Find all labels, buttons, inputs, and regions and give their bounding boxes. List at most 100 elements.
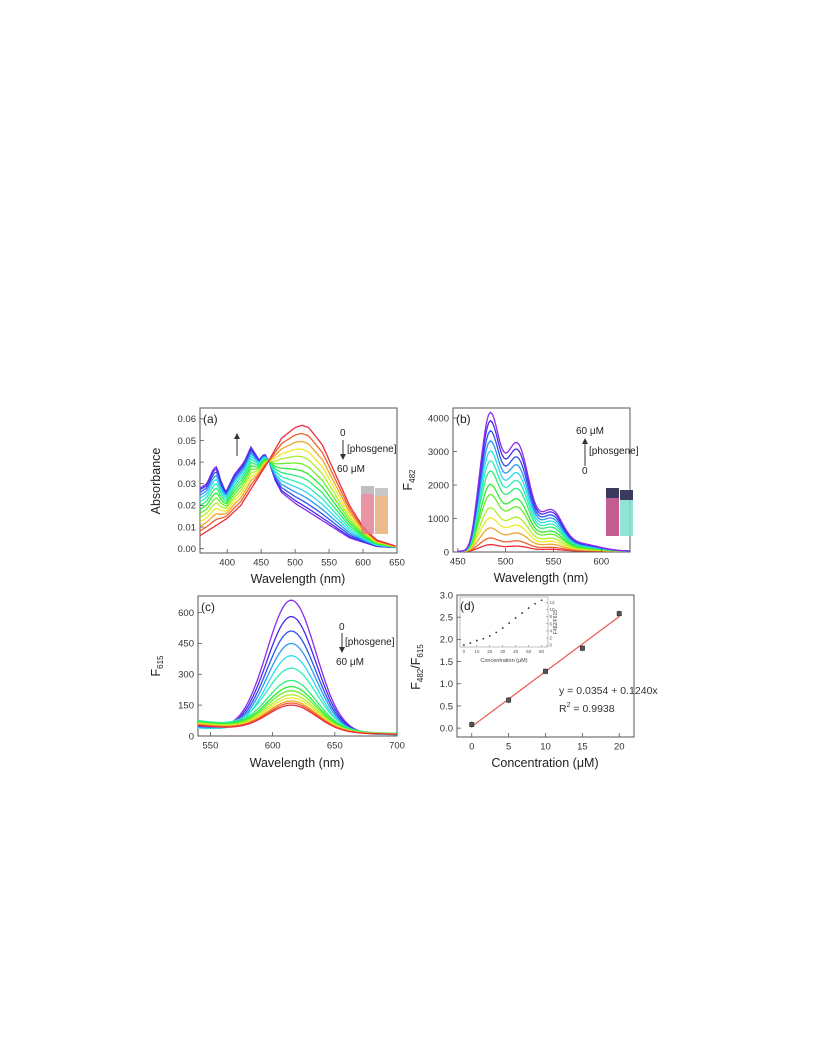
panel-b-x-axis-label: Wavelength (nm) — [494, 571, 589, 585]
vial-right-cap — [620, 490, 633, 500]
inset-y-tick-label: 0 — [550, 643, 553, 648]
x-tick-label: 600 — [355, 558, 371, 569]
inset-y-tick-label: 12 — [550, 600, 556, 605]
fluorescence-series-line — [457, 411, 631, 552]
inset-data-point — [514, 617, 517, 619]
panel-a-x-axis-label: Wavelength (nm) — [251, 572, 346, 586]
inset-data-point — [469, 642, 472, 644]
inset-y-axis-label: F482/F615 — [553, 610, 559, 634]
f615-series-line — [197, 642, 398, 736]
y-tick-label: 4000 — [428, 413, 449, 424]
svg-text:F482: F482 — [401, 469, 417, 491]
panel-c: 550 600 650 700 0 150 300 450 600 (c) Wavelengt… — [149, 595, 405, 770]
panel-b-vials-inset — [606, 488, 633, 536]
panel-c-y-label-main: F — [149, 669, 163, 677]
y-tick-label: 2000 — [428, 480, 449, 491]
inset-x-tick-label: 40 — [513, 649, 519, 654]
panel-d-y-axis-label: F482/F615 — [409, 644, 425, 690]
panel-c-curves — [197, 599, 398, 736]
panel-a-annotation-top: 0 — [340, 428, 346, 439]
panel-d-x-axis-label: Concentration (μM) — [491, 756, 598, 770]
panel-b-y-axis-label: F482 — [401, 469, 417, 491]
panel-d-y-label-mid: /F — [409, 657, 423, 668]
inset-data-point — [482, 637, 485, 640]
inset-x-ticks: 0 10 20 30 40 50 60 — [463, 645, 545, 654]
y-tick-label: 1000 — [428, 514, 449, 525]
y-tick-label: 3.0 — [440, 590, 453, 601]
x-tick-label: 650 — [327, 741, 343, 752]
x-tick-label: 10 — [540, 742, 551, 753]
vial-left — [606, 488, 619, 536]
y-tick-label: 0 — [444, 547, 449, 558]
x-tick-label: 15 — [577, 742, 588, 753]
f615-series-line — [197, 702, 397, 735]
inset-y-ticks: 0 2 4 6 8 10 12 — [546, 600, 555, 648]
panel-b-y-label-main: F — [401, 483, 415, 491]
panel-c-frame — [197, 595, 398, 737]
panel-c-label: (c) — [201, 600, 215, 614]
data-point — [506, 697, 512, 703]
panel-a-y-axis-label: Absorbance — [149, 448, 163, 515]
inset-data-point — [527, 607, 530, 609]
x-tick-label: 400 — [219, 558, 235, 569]
panel-c-y-ticks: 0 150 300 450 600 — [178, 608, 202, 742]
y-tick-label: 3000 — [428, 447, 449, 458]
inset-data-point — [540, 599, 543, 602]
panel-b-annotation-reagent: [phosgene] — [589, 446, 639, 457]
inset-frame — [459, 596, 549, 648]
panel-c-annotation-bottom: 60 μM — [336, 657, 364, 668]
panel-b-frame — [452, 407, 631, 553]
panel-a-vials-inset — [361, 486, 388, 534]
y-tick-label: 0.04 — [178, 457, 197, 468]
y-tick-label: 2.0 — [440, 635, 453, 646]
panel-c-x-axis-label: Wavelength (nm) — [250, 756, 345, 770]
absorbance-series-line — [199, 447, 396, 549]
inset-data-point — [521, 612, 524, 614]
panel-c-annotation-top: 0 — [339, 622, 345, 633]
x-tick-label: 550 — [203, 741, 219, 752]
panel-b-y-label-sub: 482 — [408, 469, 417, 483]
panel-d-label: (d) — [460, 599, 475, 613]
inset-y-tick-label: 10 — [550, 607, 556, 612]
panel-d-x-ticks: 0 5 10 15 20 — [469, 733, 625, 753]
y-tick-label: 600 — [178, 608, 194, 619]
y-tick-label: 150 — [178, 700, 194, 711]
x-tick-label: 0 — [469, 742, 474, 753]
absorbance-series-line — [199, 455, 396, 548]
y-tick-label: 0 — [189, 731, 194, 742]
inset-data-point — [501, 627, 504, 629]
inset-data-point — [475, 639, 478, 642]
y-tick-label: 0.00 — [178, 544, 197, 555]
panel-b-label: (b) — [456, 412, 471, 426]
panel-a-label: (a) — [203, 412, 218, 426]
panel-c-annotation-reagent: [phosgene] — [345, 637, 395, 648]
y-tick-label: 1.0 — [440, 679, 453, 690]
y-tick-label: 2.5 — [440, 613, 453, 624]
inset-y-tick-label: 4 — [550, 628, 553, 633]
panel-d-r2-prefix: R — [559, 703, 567, 715]
x-tick-label: 500 — [498, 557, 514, 568]
x-tick-label: 600 — [265, 741, 281, 752]
y-tick-label: 0.5 — [440, 701, 453, 712]
panel-d-y-label-sub2: 615 — [416, 644, 425, 658]
vial-right-cap — [375, 488, 388, 496]
y-tick-label: 0.06 — [178, 414, 197, 425]
inset-x-tick-label: 20 — [487, 649, 493, 654]
inset-data-point — [495, 631, 498, 634]
panel-d: 0 5 10 15 20 0.00.51.01.52.02.53.0 (d) Conce… — [409, 590, 658, 770]
panel-c-y-label-sub: 615 — [156, 655, 165, 669]
vial-left — [361, 486, 374, 534]
x-tick-label: 450 — [253, 558, 269, 569]
panel-a-annotation-reagent: [phosgene] — [347, 444, 397, 455]
inset-x-tick-label: 50 — [526, 649, 532, 654]
panel-b-annotation-bottom: 0 — [582, 466, 588, 477]
inset-data-point — [462, 643, 465, 646]
panel-d-r2: R2 = 0.9938 — [559, 702, 615, 715]
data-point — [543, 668, 548, 674]
panel-d-y-label-sub1: 482 — [416, 668, 425, 682]
absorbance-series-line — [199, 449, 396, 549]
panel-d-equation: y = 0.0354 + 0.1240x — [559, 685, 658, 697]
panel-a-x-ticks: 400 450 500 550 600 650 — [219, 549, 405, 569]
panel-b-x-ticks: 450 500 550 600 — [450, 548, 609, 568]
x-tick-label: 700 — [389, 741, 405, 752]
